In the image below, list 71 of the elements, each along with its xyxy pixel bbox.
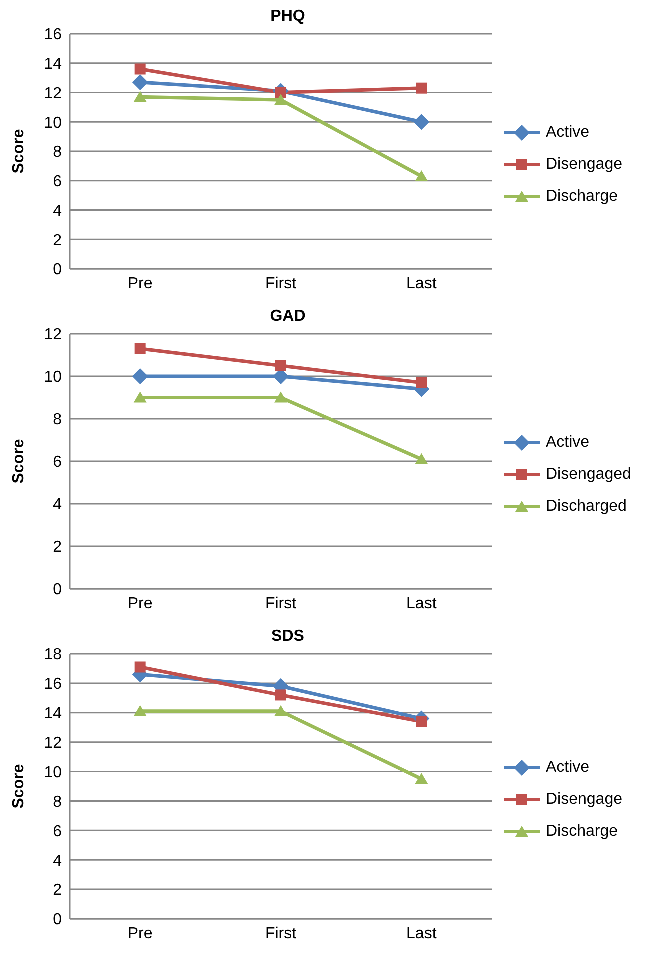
point xyxy=(134,64,146,75)
point xyxy=(415,170,428,182)
y-tick-label: 16 xyxy=(44,676,62,694)
x-tick-label: Last xyxy=(406,925,438,942)
y-tick-label: 6 xyxy=(53,823,62,840)
point xyxy=(276,360,286,372)
point xyxy=(132,368,148,384)
point xyxy=(415,453,428,464)
y-axis-title: Score xyxy=(10,129,28,174)
legend-label: Disengage xyxy=(546,791,622,809)
y-tick-label: 18 xyxy=(44,646,62,664)
point xyxy=(134,91,147,102)
y-tick-label: 4 xyxy=(53,852,62,870)
point xyxy=(134,662,146,673)
x-tick-label: Pre xyxy=(128,925,153,942)
x-tick-label: Last xyxy=(406,595,438,612)
point xyxy=(414,114,430,130)
x-tick-label: First xyxy=(265,925,298,942)
legend-label: Disengage xyxy=(546,156,622,174)
x-tick-label: First xyxy=(265,595,298,612)
y-tick-label: 0 xyxy=(53,912,62,929)
y-tick-label: 8 xyxy=(53,412,62,429)
legend-label: Active xyxy=(546,759,590,777)
y-axis-title: Score xyxy=(10,439,28,484)
y-axis-title: Score xyxy=(10,764,28,809)
point xyxy=(132,74,148,90)
y-tick-label: 10 xyxy=(44,764,62,782)
y-tick-label: 10 xyxy=(44,114,62,132)
point xyxy=(274,392,288,403)
point xyxy=(134,392,147,403)
y-tick-label: 4 xyxy=(53,496,62,514)
y-tick-label: 14 xyxy=(44,56,62,74)
y-tick-label: 12 xyxy=(44,326,62,344)
y-tick-label: 16 xyxy=(44,26,62,44)
x-tick-label: Pre xyxy=(128,595,153,612)
point xyxy=(274,705,288,716)
chart-title: SDS xyxy=(270,628,306,646)
y-tick-label: 2 xyxy=(53,232,62,250)
y-tick-label: 8 xyxy=(53,794,62,811)
legend-label: Active xyxy=(546,124,590,142)
x-tick-label: First xyxy=(265,275,298,292)
y-tick-label: 2 xyxy=(53,882,62,900)
y-tick-label: 2 xyxy=(53,539,62,556)
y-tick-label: 6 xyxy=(53,454,62,472)
y-tick-label: 0 xyxy=(53,262,62,279)
legend-label: Discharge xyxy=(546,823,618,841)
y-tick-label: 12 xyxy=(44,735,62,752)
y-tick-label: 0 xyxy=(53,582,62,599)
chart-title: GAD xyxy=(269,308,307,326)
y-tick-label: 12 xyxy=(44,85,62,102)
x-tick-label: Last xyxy=(406,275,438,292)
legend-label: Active xyxy=(546,434,590,452)
x-tick-label: Pre xyxy=(128,275,153,292)
y-tick-label: 8 xyxy=(53,144,62,162)
point xyxy=(416,377,428,388)
y-tick-label: 6 xyxy=(53,174,62,191)
chart-title: PHQ xyxy=(270,8,306,26)
point xyxy=(415,773,428,784)
point xyxy=(274,94,288,106)
y-tick-label: 10 xyxy=(44,369,62,386)
y-tick-label: 14 xyxy=(44,706,62,723)
point xyxy=(416,716,428,728)
legend-label: Discharged xyxy=(546,498,627,516)
point xyxy=(276,690,286,701)
legend-label: Discharge xyxy=(546,188,618,206)
y-tick-label: 4 xyxy=(53,202,62,220)
point xyxy=(134,705,147,716)
legend-label: Disengaged xyxy=(546,466,632,484)
point xyxy=(416,82,428,94)
point xyxy=(134,343,146,354)
point xyxy=(276,87,286,98)
